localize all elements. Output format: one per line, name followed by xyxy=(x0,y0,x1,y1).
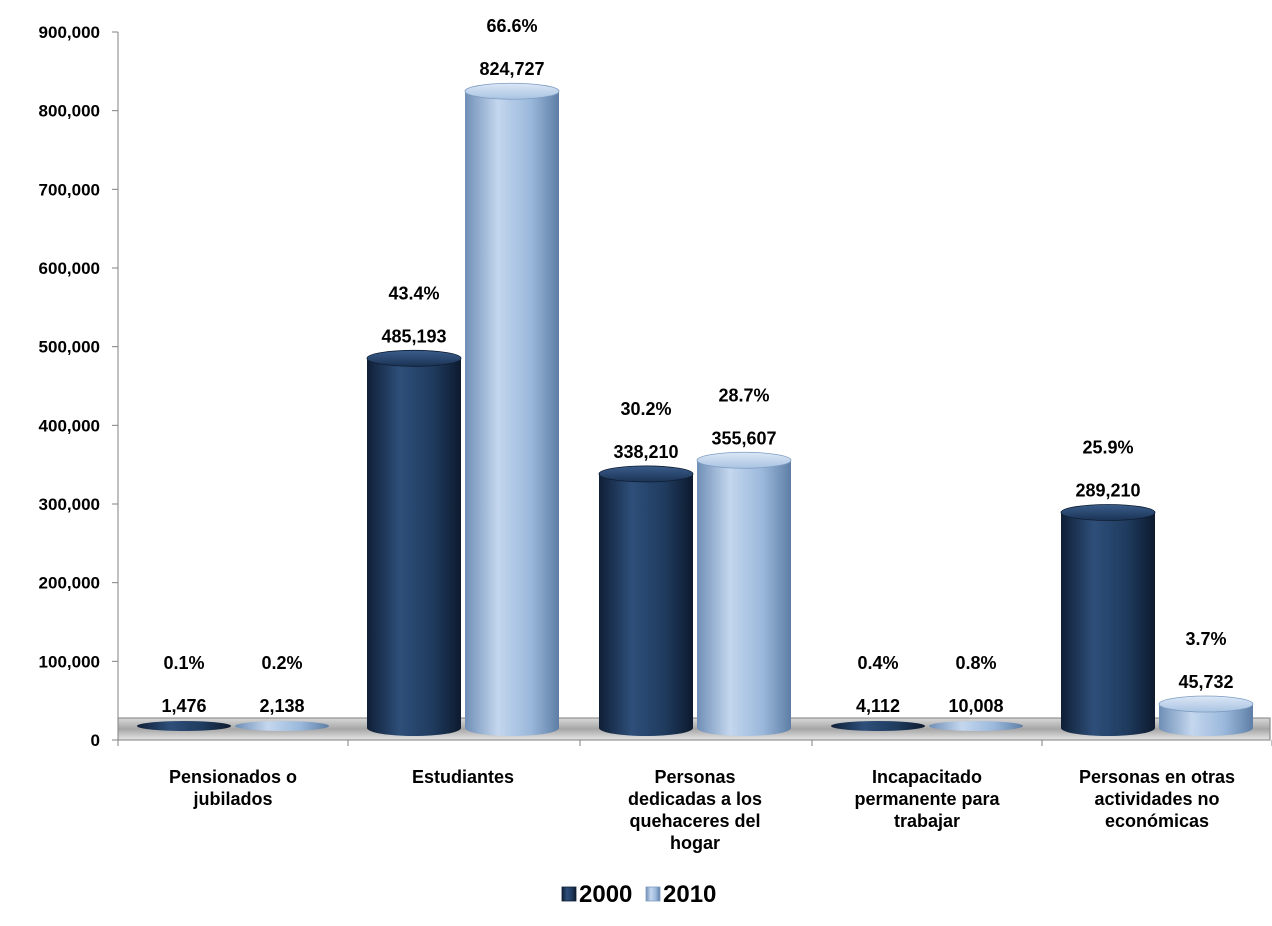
category-label: dedicadas a los xyxy=(628,789,762,809)
bar-top xyxy=(696,451,792,469)
bar-body xyxy=(1159,704,1253,736)
category-label: económicas xyxy=(1105,811,1209,831)
bar-body xyxy=(1061,512,1155,736)
bar-disc xyxy=(831,721,925,731)
percent-label: 3.7% xyxy=(1185,629,1226,649)
percent-label: 28.7% xyxy=(718,385,769,405)
value-label: 2,138 xyxy=(259,696,304,716)
bar-body xyxy=(367,358,461,736)
legend-label-2000: 2000 xyxy=(579,881,632,908)
bar-body xyxy=(465,91,559,736)
category-label: Personas xyxy=(654,767,735,787)
y-tick-label: 100,000 xyxy=(39,652,100,671)
value-label: 824,727 xyxy=(479,59,544,79)
category-label: trabajar xyxy=(894,811,960,831)
y-tick-label: 300,000 xyxy=(39,495,100,514)
bar-disc xyxy=(137,721,231,731)
value-label: 45,732 xyxy=(1178,672,1233,692)
legend-swatch-2000 xyxy=(561,886,577,902)
percent-label: 0.2% xyxy=(261,653,302,673)
y-tick-label: 600,000 xyxy=(39,259,100,278)
category-label: Estudiantes xyxy=(412,767,514,787)
y-tick-label: 500,000 xyxy=(39,338,100,357)
bar-2000-4 xyxy=(1060,504,1156,736)
category-label: Personas en otras xyxy=(1079,767,1235,787)
percent-label: 30.2% xyxy=(620,399,671,419)
legend: 2000 2010 xyxy=(561,881,716,908)
bar-2010-1 xyxy=(464,82,560,736)
category-label: hogar xyxy=(670,833,720,853)
bar-disc xyxy=(929,721,1023,731)
value-label: 289,210 xyxy=(1075,480,1140,500)
bar-2010-0 xyxy=(235,721,329,731)
legend-label-2010: 2010 xyxy=(663,881,716,908)
bar-top xyxy=(1158,695,1254,713)
category-label: actividades no xyxy=(1094,789,1219,809)
category-label: Pensionados o xyxy=(169,767,297,787)
percent-label: 43.4% xyxy=(388,283,439,303)
value-label: 338,210 xyxy=(613,442,678,462)
bar-2000-1 xyxy=(366,349,462,736)
percent-label: 0.4% xyxy=(857,653,898,673)
percent-label: 66.6% xyxy=(486,16,537,36)
y-tick-label: 0 xyxy=(91,731,100,750)
bar-2010-2 xyxy=(696,451,792,736)
percent-label: 25.9% xyxy=(1082,437,1133,457)
category-label: jubilados xyxy=(192,789,272,809)
value-label: 485,193 xyxy=(381,326,446,346)
bar-2000-2 xyxy=(598,465,694,736)
y-tick-label: 700,000 xyxy=(39,180,100,199)
bar-top xyxy=(598,465,694,483)
percent-label: 0.8% xyxy=(955,653,996,673)
category-label: quehaceres del xyxy=(629,811,760,831)
bar-2010-4 xyxy=(1158,695,1254,736)
value-label: 4,112 xyxy=(856,696,900,716)
bar-2000-0 xyxy=(137,721,231,731)
percent-label: 0.1% xyxy=(163,653,204,673)
y-tick-label: 400,000 xyxy=(39,416,100,435)
value-label: 10,008 xyxy=(948,696,1003,716)
y-tick-label: 900,000 xyxy=(39,23,100,42)
bar-top xyxy=(1060,504,1156,521)
bar-body xyxy=(599,473,693,736)
y-tick-label: 800,000 xyxy=(39,102,100,121)
bar-body xyxy=(697,460,791,736)
bar-2000-3 xyxy=(831,721,925,731)
category-label: Incapacitado xyxy=(872,767,982,787)
bar-disc xyxy=(235,721,329,731)
bar-top xyxy=(366,349,462,367)
category-label: permanente para xyxy=(854,789,1000,809)
bar-top xyxy=(464,82,560,100)
value-label: 1,476 xyxy=(161,696,206,716)
value-label: 355,607 xyxy=(711,428,776,448)
y-tick-label: 200,000 xyxy=(39,574,100,593)
bar-2010-3 xyxy=(929,721,1023,731)
legend-swatch-2010 xyxy=(645,886,661,902)
